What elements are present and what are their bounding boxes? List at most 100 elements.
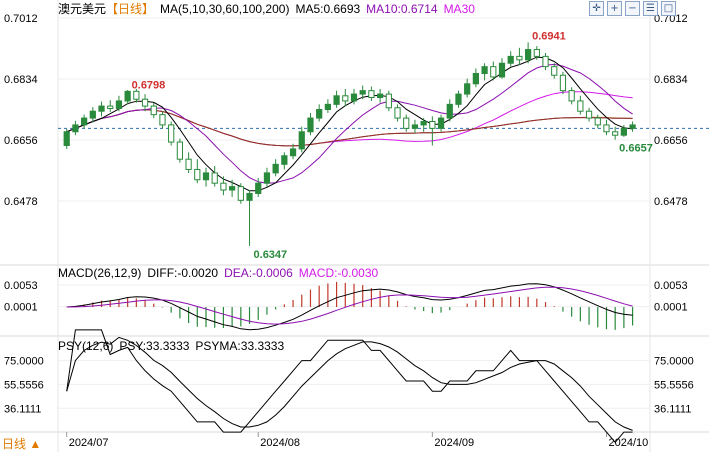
zoom-out-icon[interactable]: − <box>625 1 640 16</box>
price-tick-right: 0.6834 <box>654 74 688 86</box>
candle-body <box>281 155 288 165</box>
candle-body <box>159 114 166 126</box>
candle-body <box>63 131 70 146</box>
candle-body <box>472 73 479 85</box>
candle-body <box>568 90 575 102</box>
psy-tick-left: 36.1111 <box>4 403 41 415</box>
macd-tick-right: 0.0001 <box>654 302 688 314</box>
candle-body <box>403 117 410 129</box>
candle-body <box>507 55 514 64</box>
ma5-value: MA5:0.6693 <box>295 2 361 16</box>
candle-body <box>176 141 183 160</box>
date-label: 2024/10 <box>608 437 648 449</box>
candle-body <box>98 105 105 112</box>
candle-body <box>237 186 244 201</box>
candle-body <box>115 100 123 109</box>
candle-body <box>559 74 567 92</box>
candle-body <box>89 110 96 119</box>
candle-body <box>185 158 192 170</box>
window-icon[interactable]: □ <box>661 1 676 16</box>
candle-body <box>533 49 540 57</box>
price-tick-left: 0.6478 <box>4 196 38 208</box>
ma5-line <box>66 56 633 192</box>
macd-tick-left: 0.0001 <box>4 302 38 314</box>
price-tick-left: 0.7012 <box>4 13 38 25</box>
triangle-up-icon: ▲ <box>29 437 42 451</box>
settings-icon[interactable]: ☰ <box>643 1 658 16</box>
ma-label: MA(5,10,30,60,100,200) <box>160 2 290 16</box>
price-annotation: 0.6347 <box>254 249 288 261</box>
macd-macd: MACD:-0.0030 <box>298 266 379 280</box>
candle-body <box>368 90 375 99</box>
psy-line <box>66 329 633 444</box>
period-tab[interactable]: 日线 ▲ <box>2 437 42 451</box>
candle-body <box>429 120 436 129</box>
candle-body <box>220 182 227 191</box>
psy-label: PSY(12,6) <box>58 339 114 353</box>
candle-body <box>603 124 610 133</box>
candle-body <box>350 93 358 102</box>
candle-body <box>307 117 314 133</box>
candle-body <box>194 168 201 181</box>
candle-body <box>81 117 88 126</box>
candle-body <box>289 148 297 157</box>
psyma-value: PSYMA:33.3333 <box>195 339 285 353</box>
candle-body <box>620 127 627 136</box>
candle-body <box>481 66 488 75</box>
candle-body <box>124 90 131 102</box>
date-label: 2024/09 <box>434 437 474 449</box>
candle-body <box>464 83 471 95</box>
ma30-value: MA30 <box>443 2 475 16</box>
candle-body <box>437 117 445 129</box>
price-tick-right: 0.6656 <box>654 135 688 147</box>
candle-body <box>377 93 384 99</box>
candle-body <box>498 62 506 78</box>
macd-diff: DIFF:-0.0020 <box>147 266 219 280</box>
candle-body <box>359 90 366 95</box>
psyma-line <box>66 336 633 431</box>
price-tick-right: 0.7012 <box>654 13 688 25</box>
candle-body <box>272 163 279 174</box>
price-tick-left: 0.6834 <box>4 74 38 86</box>
candle-body <box>211 172 218 184</box>
candle-body <box>229 186 236 191</box>
candle-body <box>324 103 331 110</box>
psy-tick-right: 36.1111 <box>654 403 691 415</box>
candle-body <box>585 110 593 119</box>
symbol-label: 澳元美元 <box>58 2 107 16</box>
psy-tick-left: 75.0000 <box>4 356 44 368</box>
candle-body <box>246 192 253 201</box>
candle-body <box>490 66 497 78</box>
macd-tick-left: 0.0053 <box>4 280 38 292</box>
psy-tick-right: 55.5556 <box>654 379 694 391</box>
psy-legend: PSY(12,6) PSY:33.3333 PSYMA:33.3333 <box>58 339 290 353</box>
macd-tick-right: 0.0053 <box>654 280 688 292</box>
candle-body <box>525 49 532 61</box>
zoom-in-icon[interactable]: + <box>607 1 622 16</box>
candle-body <box>446 103 453 119</box>
candle-body <box>385 93 392 109</box>
price-annotation: 0.6941 <box>532 30 566 42</box>
period-label[interactable]: 【日线】 <box>106 2 155 16</box>
candle-body <box>577 100 584 112</box>
candle-body <box>420 120 427 126</box>
candle-body <box>202 172 210 181</box>
date-label: 2024/07 <box>69 437 109 449</box>
candle-body <box>342 95 349 102</box>
candle-body <box>594 117 601 126</box>
ma10-line <box>66 63 633 184</box>
candle-body <box>133 90 140 100</box>
crosshair-icon[interactable]: ✛ <box>589 1 604 16</box>
candle-body <box>316 109 323 119</box>
ma200-line <box>66 109 633 147</box>
price-annotation: 0.6798 <box>132 79 166 91</box>
candle-body <box>168 124 175 143</box>
ma10-value: MA10:0.6714 <box>366 2 438 16</box>
candle-body <box>255 182 262 194</box>
candle-body <box>612 131 619 136</box>
candle-body <box>411 124 419 129</box>
candle-body <box>455 93 462 105</box>
candle-body <box>629 124 636 129</box>
date-label: 2024/08 <box>260 437 300 449</box>
